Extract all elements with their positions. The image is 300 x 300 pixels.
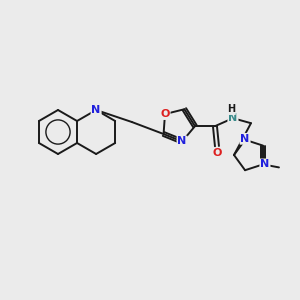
Text: O: O [212, 148, 222, 158]
Text: N: N [240, 134, 250, 144]
Text: H: H [227, 104, 235, 114]
Text: N: N [92, 105, 101, 115]
Text: N: N [260, 159, 270, 170]
Text: N: N [228, 113, 238, 123]
Text: O: O [160, 109, 170, 119]
Text: N: N [178, 136, 187, 146]
